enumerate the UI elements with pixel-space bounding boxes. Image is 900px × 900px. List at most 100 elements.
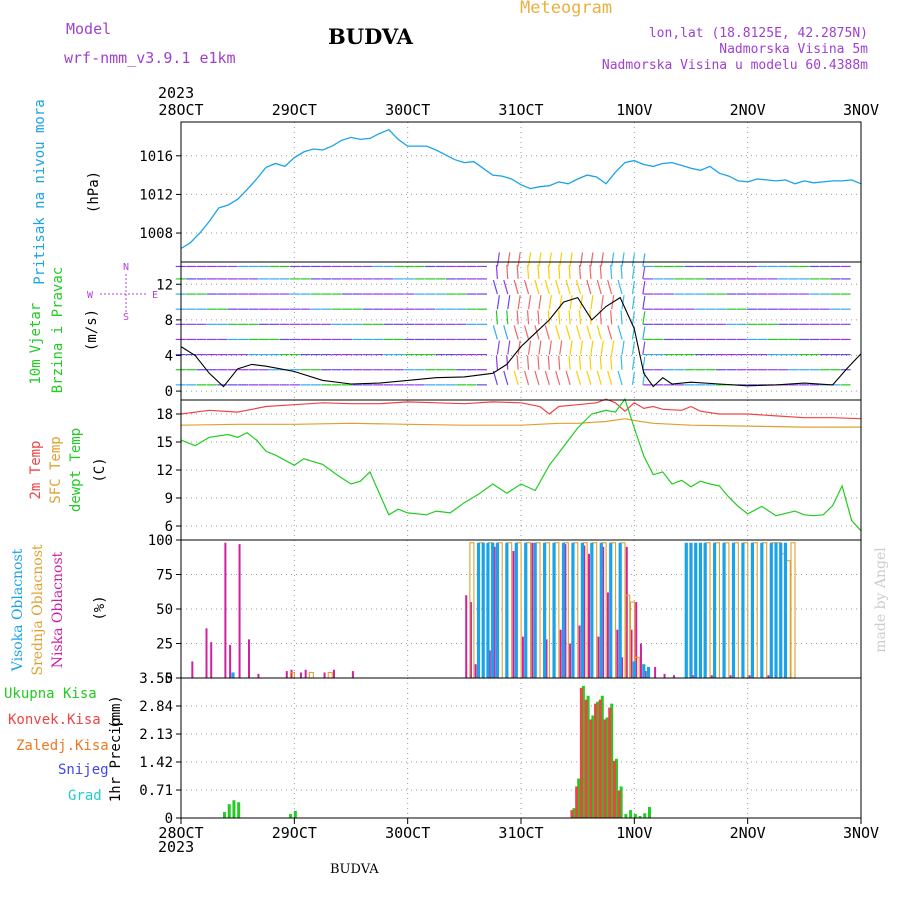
cloud-low-bar [621, 657, 624, 678]
sfc-temp-line [180, 418, 861, 428]
wind-barb [607, 279, 613, 295]
wind-barb [617, 325, 623, 340]
wind-barb [607, 370, 613, 386]
wind-barb [621, 295, 625, 310]
cloud-low-bar [474, 664, 477, 678]
cloud-low-bar [569, 643, 572, 678]
wind-speed-line [180, 296, 862, 388]
wind-barb [558, 355, 561, 370]
cloud-low-bar [351, 671, 354, 678]
wind-barb [507, 340, 511, 355]
cloud-low-bar [564, 544, 567, 678]
wind-barb [589, 264, 592, 279]
wind-barb [534, 279, 540, 295]
ytick-label-4-4: 2.84 [139, 699, 173, 715]
cloud-high-bar [689, 542, 693, 678]
x-tick-bottom-3: 31OCT [498, 824, 543, 842]
cloud-high-bar [722, 542, 726, 678]
cloud-low-bar [465, 595, 468, 678]
wind-barb [586, 325, 592, 340]
cloud-high-bar [524, 542, 528, 678]
wind-barb [599, 264, 602, 279]
cloud-high-bar [481, 542, 485, 678]
wind-barb [523, 370, 530, 386]
cloud-low-bar [545, 639, 548, 678]
wind-barb [513, 279, 519, 295]
precip-total-bar [648, 806, 651, 818]
ytick-label-4-0: 0 [165, 811, 173, 827]
wind-barb [513, 370, 519, 386]
cloud-low-bar [299, 672, 302, 678]
wind-barb [642, 296, 646, 310]
ytick-label-4-1: 0.71 [139, 783, 173, 799]
wind-barb [559, 340, 563, 355]
x-tick-bottom-4: 1NOV [616, 824, 652, 842]
x-tick-bottom-6: 3NOV [843, 824, 879, 842]
wind-barb [620, 355, 623, 370]
wind-barb [590, 295, 594, 310]
wind-barb [558, 264, 561, 279]
cloud-low-bar [578, 625, 581, 678]
wind-barb [526, 310, 530, 325]
ytick-label-3-0: 0 [165, 671, 173, 687]
wind-barb [503, 370, 509, 386]
wind-barb [503, 325, 509, 340]
cloud-high-bar [642, 664, 646, 678]
wind-barb [579, 252, 584, 267]
wind-barb [617, 279, 623, 295]
wind-barb [578, 310, 582, 325]
wind-barb [516, 264, 519, 279]
x-tick-bottom-5: 2NOV [730, 824, 766, 842]
precip-legend-4: Grad [68, 788, 102, 804]
wind-barb [517, 340, 521, 355]
cloud-low-bar [588, 553, 590, 678]
cloud-low-bar [205, 628, 208, 678]
precip-conv-bar [589, 719, 593, 818]
wind-barb [596, 370, 602, 386]
elevation-text: Nadmorska Visina 5m [719, 42, 868, 57]
ytick-label-1-2: 8 [165, 313, 173, 329]
wind-barb [558, 310, 561, 325]
wind-barb [565, 279, 571, 295]
wind-barb [642, 356, 646, 370]
precip-conv-bar [575, 786, 579, 818]
wind-barb [617, 370, 623, 386]
wind-barb [590, 252, 594, 267]
wind-barb [579, 295, 584, 310]
cloud-high-bar [599, 542, 603, 678]
cloud-axis-label-low: Niska Oblacnost [50, 551, 66, 668]
cloud-axis-label-high: Visoka Oblacnost [10, 548, 26, 672]
cloud-high-bar [698, 542, 703, 678]
ytick-label-0-1: 1012 [139, 187, 173, 203]
cloud-low-bar [469, 602, 472, 678]
cloud-high-bar [731, 542, 736, 678]
cloud-low-bar [333, 669, 335, 678]
ytick-label-1-1: 4 [165, 348, 173, 364]
wind-barb [537, 355, 540, 370]
precip-total-bar [577, 778, 581, 818]
wind-barb [534, 370, 540, 386]
wind-barb [631, 253, 636, 267]
cloud-high-bar [609, 542, 613, 678]
precip-axis-label: 1hr Precip [108, 718, 124, 802]
precip-total-bar [586, 695, 590, 818]
wind-barb [621, 252, 625, 267]
wind-barb [537, 310, 540, 325]
wind-barb [517, 295, 521, 310]
wind-barb [596, 325, 602, 340]
wind-barb [631, 296, 636, 310]
wind-barb [506, 310, 509, 325]
year-top: 2023 [158, 84, 195, 102]
precip-total-bar [624, 814, 628, 818]
precip-conv-bar [570, 810, 574, 818]
precip-legend-0: Ukupna Kisa [4, 686, 97, 702]
wind-axis-label-b: Brzina i Pravac [50, 267, 66, 393]
wind-barb [555, 325, 561, 340]
wind-barb [600, 252, 604, 267]
wind-barb [600, 295, 604, 310]
wind-barb [611, 340, 615, 355]
precip-total-bar [591, 715, 595, 818]
cloud-low-bar [521, 636, 524, 678]
wind-barb [559, 252, 563, 267]
cloud-low-bar [248, 639, 250, 678]
